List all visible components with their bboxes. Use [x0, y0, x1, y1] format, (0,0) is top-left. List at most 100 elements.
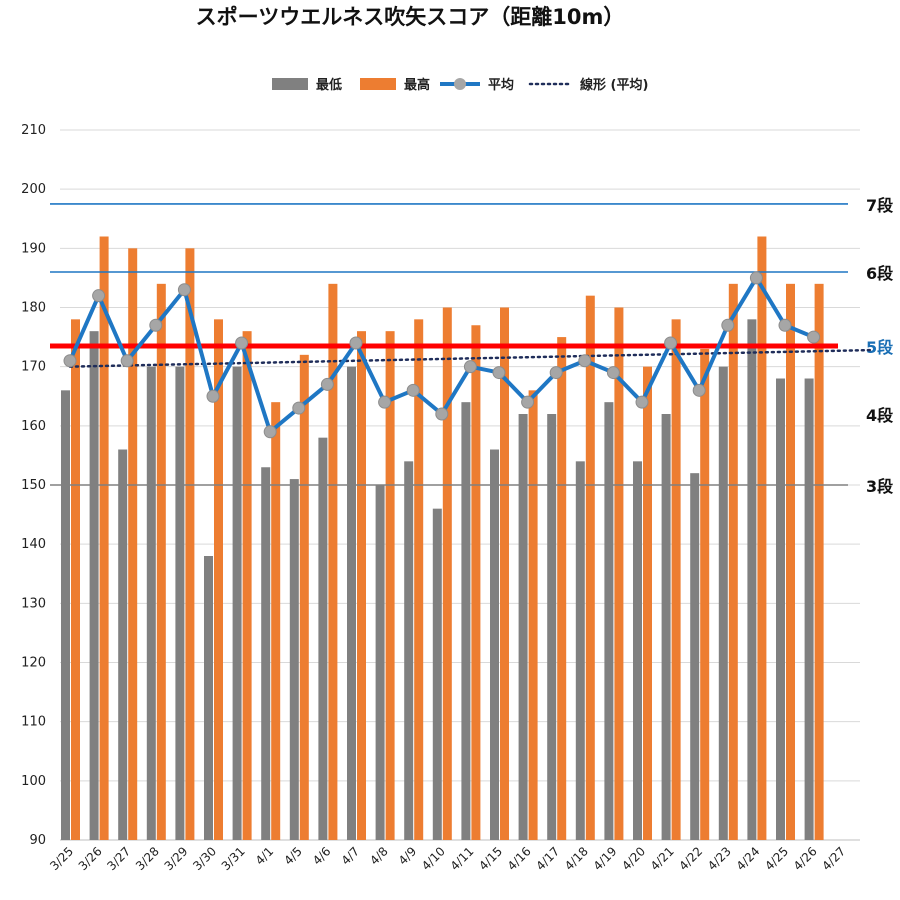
- average-point: [206, 389, 220, 403]
- x-tick-label: 4/23: [705, 844, 734, 873]
- legend-label-trend: 線形 (平均): [580, 77, 648, 93]
- y-tick-label: 110: [21, 715, 46, 730]
- reference-label: 7段: [866, 196, 894, 215]
- y-tick-label: 180: [21, 301, 46, 316]
- bar-min: [776, 378, 785, 840]
- bar-max: [299, 354, 309, 840]
- average-point: [149, 318, 163, 332]
- x-tick-label: 4/9: [396, 844, 420, 868]
- x-tick-label: 4/1: [253, 844, 277, 868]
- bar-min: [232, 366, 242, 840]
- y-tick-label: 210: [21, 123, 46, 138]
- x-tick-label: 4/21: [648, 844, 677, 873]
- bar-max: [814, 283, 824, 840]
- average-point: [749, 271, 763, 285]
- bar-max: [700, 348, 710, 840]
- reference-label: 5段: [866, 338, 894, 357]
- bar-max: [185, 248, 195, 841]
- x-tick-label: 3/29: [162, 844, 191, 873]
- legend-label-max: 最高: [404, 77, 430, 93]
- bar-min: [146, 366, 156, 840]
- average-point: [521, 395, 535, 409]
- x-tick-label: 3/30: [190, 844, 219, 873]
- y-tick-label: 200: [21, 182, 46, 197]
- bar-min: [289, 479, 299, 840]
- average-line: [63, 271, 821, 439]
- bar-min: [118, 449, 128, 840]
- bar-min: [490, 449, 499, 840]
- average-point: [807, 330, 821, 344]
- bar-max: [442, 307, 452, 840]
- bar-max: [786, 283, 795, 840]
- average-point: [378, 395, 392, 409]
- average-point: [263, 425, 277, 439]
- average-point: [406, 383, 420, 397]
- bar-max: [385, 331, 395, 840]
- average-point: [320, 377, 334, 391]
- bar-max: [557, 337, 567, 840]
- reference-label: 3段: [866, 477, 894, 496]
- bar-min: [375, 485, 385, 840]
- y-tick-label: 140: [21, 537, 46, 552]
- legend: 最低 最高 平均 線形 (平均): [272, 77, 648, 93]
- bar-min: [633, 461, 642, 840]
- average-point: [492, 366, 506, 380]
- x-tick-label: 4/15: [476, 844, 505, 873]
- average-point: [578, 354, 592, 368]
- x-tick-label: 4/19: [591, 844, 620, 873]
- chart-title: スポーツウエルネス吹矢スコア（距離10m）: [196, 5, 625, 29]
- bar-max: [614, 307, 624, 840]
- x-tick-label: 3/26: [76, 844, 105, 873]
- bar-min: [204, 556, 213, 840]
- annotation-label: 4段: [866, 406, 894, 425]
- bar-max: [643, 366, 652, 840]
- y-tick-label: 170: [21, 360, 46, 375]
- y-tick-label: 130: [21, 596, 46, 611]
- average-point: [435, 407, 449, 421]
- x-axis: 3/25 3/26 3/27 3/28 3/29 3/30 3/31 4/1 4/5 4/6 4/7…: [47, 844, 848, 873]
- bar-min: [175, 366, 185, 840]
- x-tick-label: 4/18: [562, 844, 591, 873]
- bar-min: [804, 378, 814, 840]
- bar-max: [128, 248, 138, 841]
- bar-min: [661, 414, 671, 840]
- bar-max: [671, 319, 681, 840]
- bar-max: [71, 319, 80, 840]
- bar-max: [528, 390, 538, 840]
- bar-max: [728, 283, 738, 840]
- x-tick-label: 4/5: [281, 844, 305, 868]
- bar-min: [261, 467, 271, 840]
- average-point: [120, 354, 134, 368]
- bar-min: [404, 461, 414, 840]
- x-tick-label: 4/17: [533, 844, 562, 873]
- bar-max: [357, 331, 366, 840]
- y-tick-label: 160: [21, 419, 46, 434]
- x-tick-label: 3/28: [133, 844, 162, 873]
- bar-max: [156, 283, 166, 840]
- bar-max: [328, 283, 338, 840]
- y-tick-label: 150: [21, 478, 46, 493]
- bar-min: [575, 461, 585, 840]
- x-tick-label: 4/24: [734, 844, 763, 873]
- average-point: [549, 366, 563, 380]
- bar-max: [757, 236, 767, 840]
- bar-min: [89, 331, 99, 840]
- bar-min: [518, 414, 528, 840]
- average-point: [778, 318, 792, 332]
- average-point: [292, 401, 306, 415]
- average-point: [349, 336, 363, 350]
- x-tick-label: 4/7: [339, 844, 363, 868]
- bar-min: [604, 402, 614, 840]
- bar-max: [471, 325, 481, 840]
- average-point: [721, 318, 735, 332]
- bar-min: [690, 473, 700, 840]
- bar-max: [414, 319, 424, 840]
- x-tick-label: 4/10: [419, 844, 448, 873]
- y-tick-label: 190: [21, 241, 46, 256]
- x-tick-label: 4/20: [619, 844, 648, 873]
- bar-min: [347, 366, 356, 840]
- average-point: [692, 383, 706, 397]
- reference-lines: 7段 6段 5段 3段 4段: [50, 196, 894, 496]
